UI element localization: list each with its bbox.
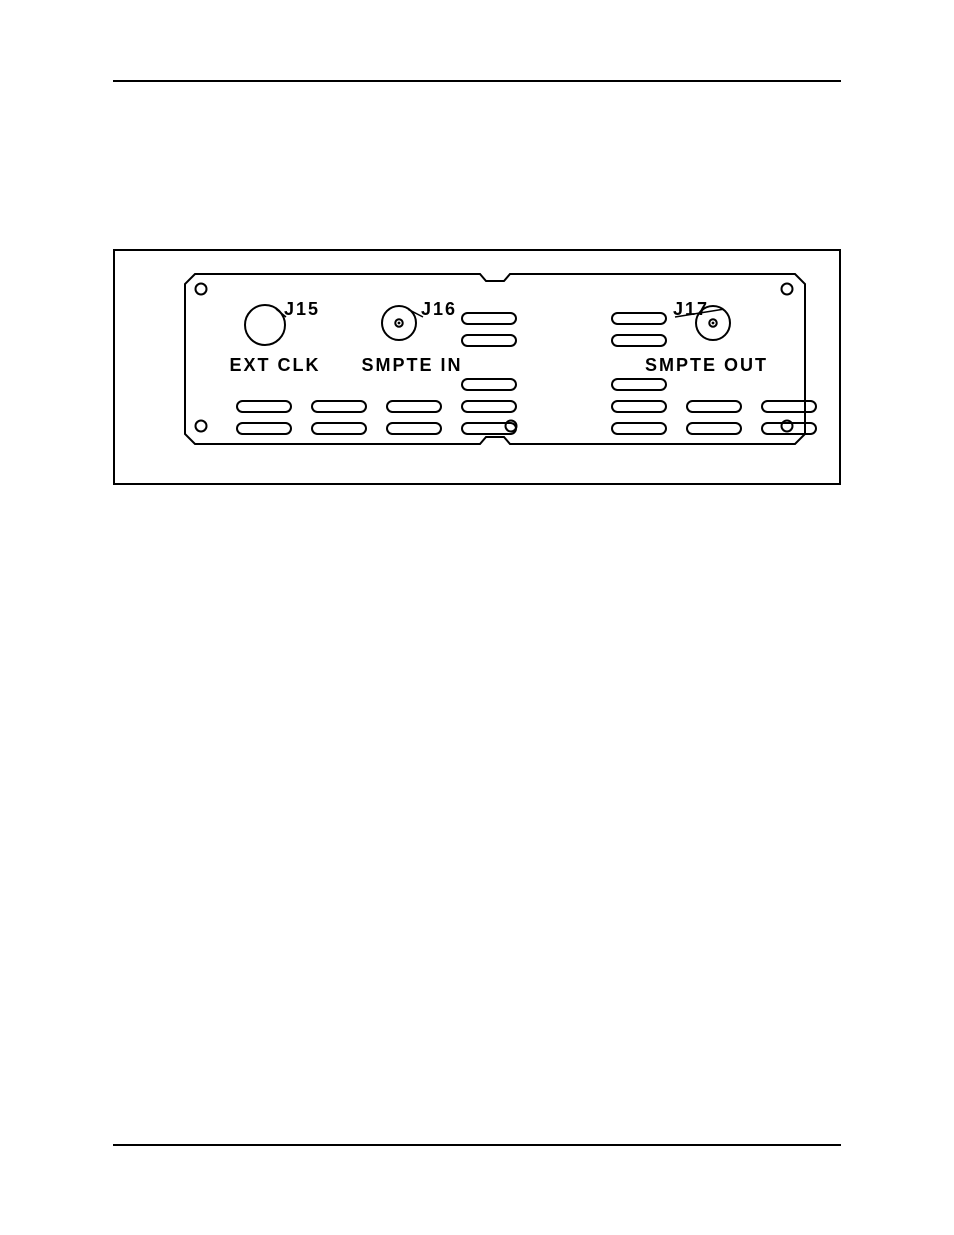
vent-slot: [237, 401, 291, 412]
vent-slot: [612, 335, 666, 346]
bnc-jack-pin: [712, 322, 715, 325]
connector-panel-diagram: J15EXT CLKJ16SMPTE INJ17SMPTE OUT: [115, 251, 839, 483]
vent-slot: [762, 401, 816, 412]
connector-id-label: J15: [284, 299, 320, 319]
vent-slot: [387, 401, 441, 412]
mount-hole: [196, 421, 207, 432]
vent-slot: [462, 379, 516, 390]
vent-slot: [462, 313, 516, 324]
vent-slot: [387, 423, 441, 434]
figure-frame: J15EXT CLKJ16SMPTE INJ17SMPTE OUT: [113, 249, 841, 485]
vent-slot: [687, 423, 741, 434]
vent-slot: [462, 423, 516, 434]
page: J15EXT CLKJ16SMPTE INJ17SMPTE OUT: [0, 0, 954, 1235]
vent-slot: [762, 423, 816, 434]
vent-slot: [462, 401, 516, 412]
connector-function-label: EXT CLK: [229, 355, 320, 375]
top-horizontal-rule: [113, 80, 841, 82]
connector-id-label: J16: [421, 299, 457, 319]
bottom-horizontal-rule: [113, 1144, 841, 1146]
vent-slot: [312, 401, 366, 412]
connector-j15: J15 EXT CLK: [229, 299, 320, 375]
vent-slot: [462, 335, 516, 346]
vent-slot: [312, 423, 366, 434]
mount-hole: [782, 284, 793, 295]
vent-slot: [612, 401, 666, 412]
vent-slot: [612, 423, 666, 434]
vent-slot: [612, 379, 666, 390]
vent-slot: [687, 401, 741, 412]
connector-j16: J16 SMPTE IN: [361, 299, 462, 375]
connector-function-label: SMPTE IN: [361, 355, 462, 375]
vent-slot: [237, 423, 291, 434]
connector-function-label: SMPTE OUT: [645, 355, 768, 375]
mount-hole: [196, 284, 207, 295]
vent-slot: [612, 313, 666, 324]
bnc-jack-pin: [398, 322, 401, 325]
